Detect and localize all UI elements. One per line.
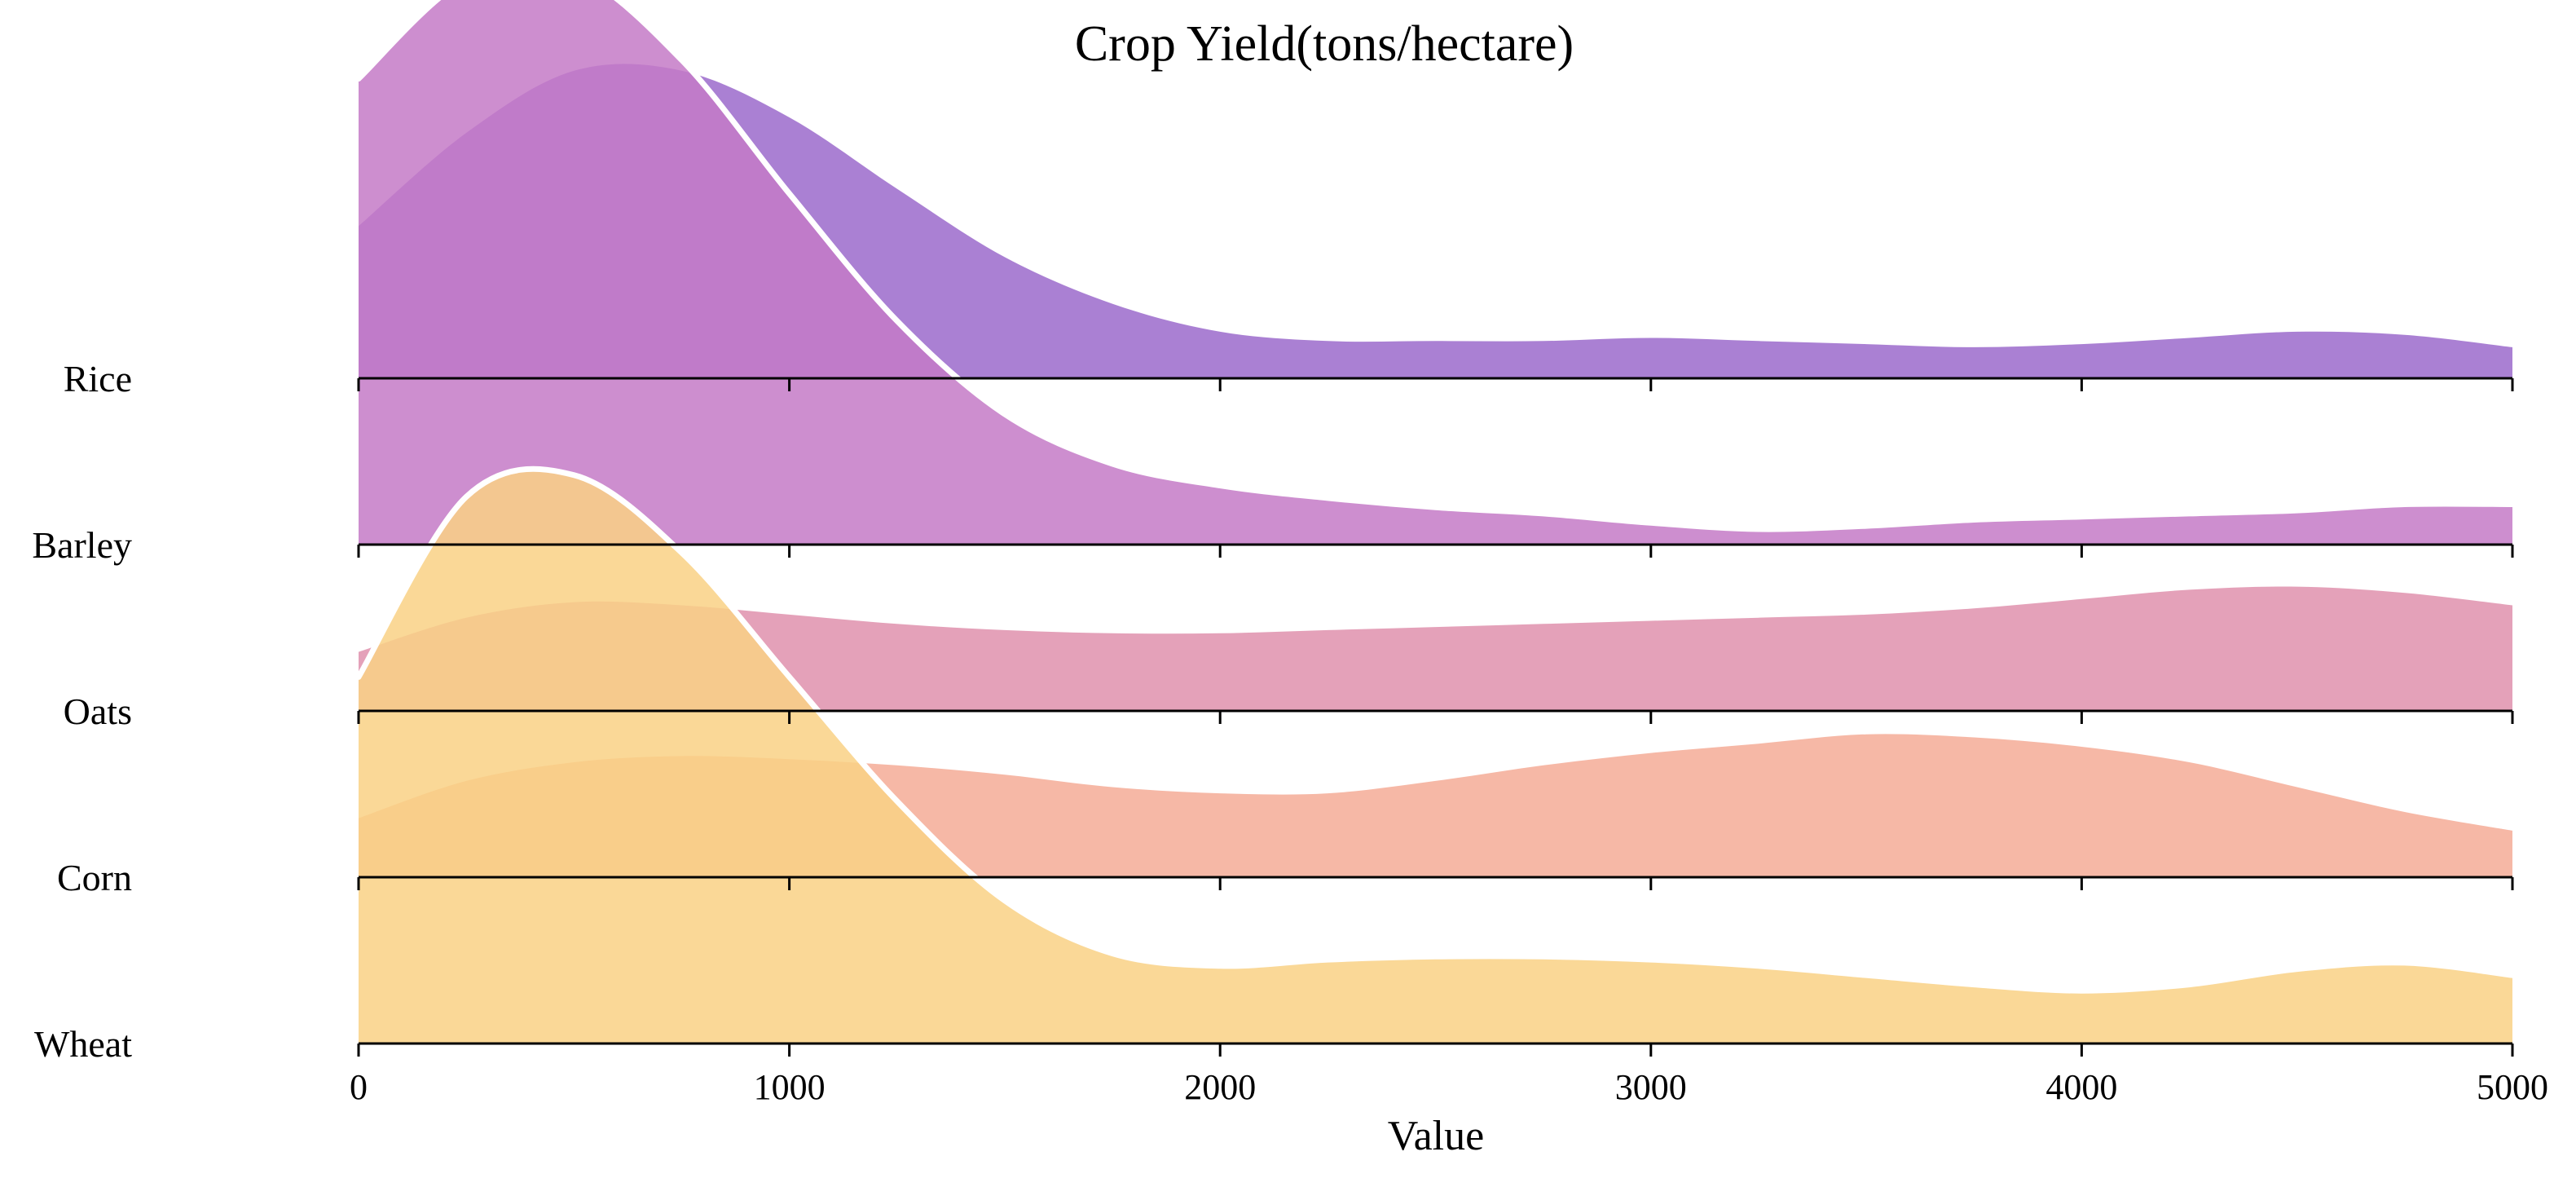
category-label-barley: Barley bbox=[32, 524, 132, 566]
ridge-area-rice bbox=[359, 64, 2512, 379]
ridge-area-wheat bbox=[359, 469, 2512, 1044]
ridge-layer bbox=[355, 0, 2516, 1044]
chart-title: Crop Yield(tons/hectare) bbox=[1075, 16, 1574, 72]
x-tick-label: 2000 bbox=[1184, 1067, 1256, 1107]
ridge-area-oats bbox=[359, 586, 2512, 711]
ridge-area-barley bbox=[359, 0, 2512, 545]
category-label-corn: Corn bbox=[57, 857, 132, 898]
category-label-rice: Rice bbox=[64, 358, 132, 399]
axes-layer bbox=[357, 377, 2514, 1057]
x-tick-label: 5000 bbox=[2477, 1067, 2548, 1107]
label-layer: Rice Barley Oats Corn Wheat 0 1000 2000 3000 4000… bbox=[32, 358, 2548, 1107]
x-tick-label: 3000 bbox=[1615, 1067, 1687, 1107]
x-tick-label: 1000 bbox=[754, 1067, 826, 1107]
category-label-oats: Oats bbox=[64, 691, 132, 732]
x-tick-label: 4000 bbox=[2045, 1067, 2117, 1107]
x-axis-title: Value bbox=[1388, 1113, 1484, 1159]
x-tick-label: 0 bbox=[350, 1067, 368, 1107]
category-label-wheat: Wheat bbox=[34, 1023, 132, 1065]
ridge-outline-barley bbox=[355, 0, 2516, 532]
ridge-outline-wheat bbox=[355, 466, 2516, 994]
